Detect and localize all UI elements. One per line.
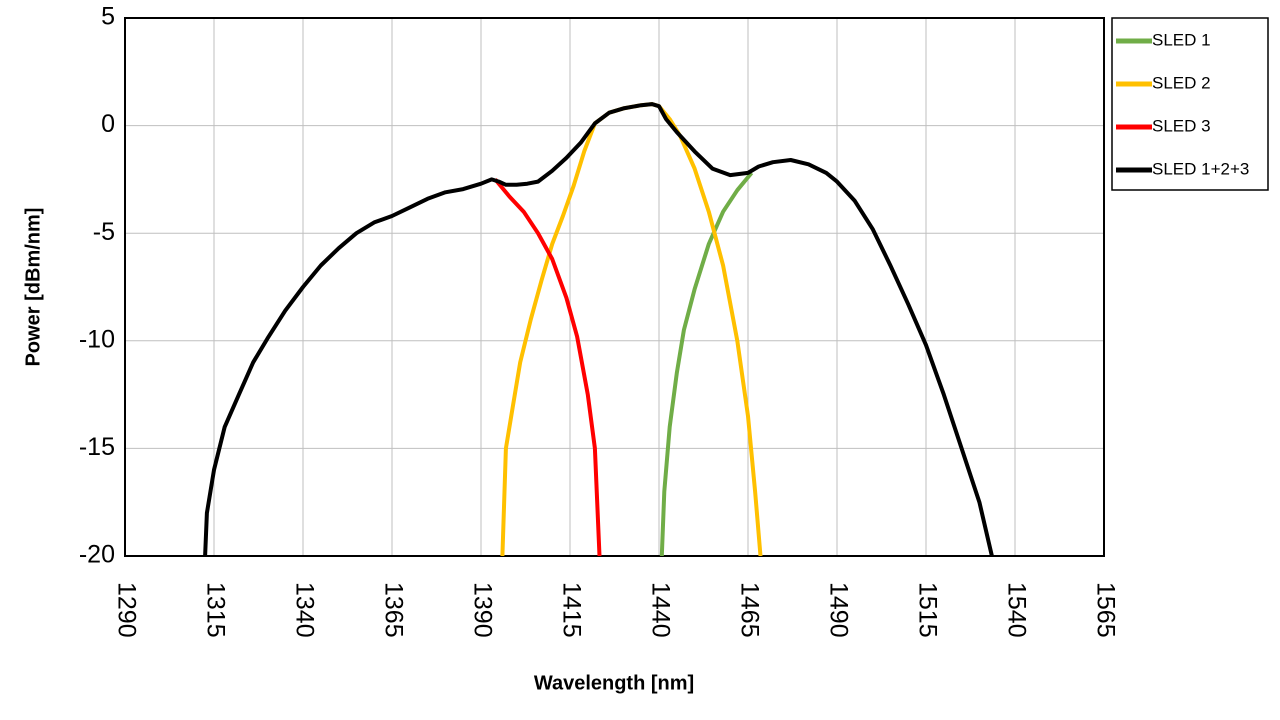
y-tick-label: -10 [79, 325, 115, 353]
series-line [203, 102, 994, 556]
x-tick-label: 1515 [913, 582, 941, 638]
legend-label: SLED 1+2+3 [1152, 159, 1249, 178]
x-tick-label: 1340 [290, 582, 318, 638]
y-tick-label: -5 [93, 218, 115, 246]
x-tick-label: 1465 [735, 582, 763, 638]
y-tick-label: -20 [79, 541, 115, 569]
legend-label: SLED 3 [1152, 116, 1211, 135]
legend-label: SLED 1 [1152, 30, 1211, 49]
series-line [659, 171, 754, 556]
x-tick-label: 1390 [468, 582, 496, 638]
y-tick-label: 5 [101, 3, 115, 31]
x-tick-label: 1315 [201, 582, 229, 638]
y-axis-title: Power [dBm/nm] [22, 208, 44, 367]
x-tick-label: 1490 [824, 582, 852, 638]
y-tick-label: 0 [101, 110, 115, 138]
x-tick-label: 1365 [379, 582, 407, 638]
x-tick-label: 1290 [112, 582, 140, 638]
x-tick-label: 1415 [557, 582, 585, 638]
x-tick-label: 1440 [646, 582, 674, 638]
x-tick-label: 1540 [1002, 582, 1030, 638]
x-axis-title: Wavelength [nm] [534, 672, 694, 694]
legend-label: SLED 2 [1152, 73, 1211, 92]
y-tick-label: -15 [79, 433, 115, 461]
series-line [493, 178, 602, 556]
x-tick-label: 1565 [1091, 582, 1119, 638]
legend-box [1111, 17, 1269, 191]
plot-border [124, 17, 1105, 557]
